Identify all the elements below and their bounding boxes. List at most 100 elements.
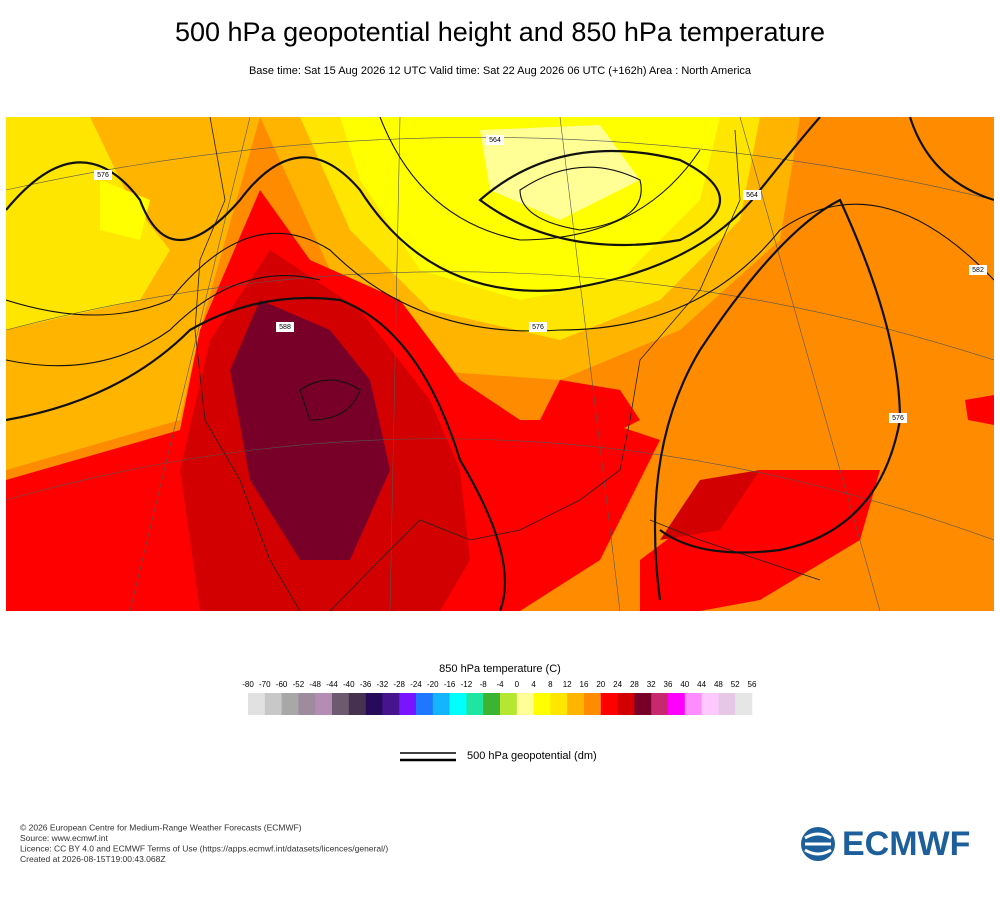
- contour-label-box: [743, 190, 761, 200]
- colorbar-box: [449, 693, 467, 715]
- contour-label: 576: [892, 415, 904, 422]
- colorbar-tick-label: -32: [377, 680, 389, 689]
- colorbar-box: [365, 693, 383, 715]
- contour-legend-label: 500 hPa geopotential (dm): [467, 750, 597, 762]
- colorbar-box: [617, 693, 635, 715]
- colorbar-box: [466, 693, 484, 715]
- map: 576 564 588 576 564 582 576: [6, 117, 994, 611]
- colorbar-box: [500, 693, 518, 715]
- colorbar-box: [668, 693, 686, 715]
- colorbar-box: [718, 693, 736, 715]
- colorbar-tick-label: 0: [515, 680, 520, 689]
- colorbar-tick-label: 44: [697, 680, 706, 689]
- logo: ECMWF: [801, 825, 970, 863]
- colorbar-box: [684, 693, 702, 715]
- colorbar-tick-label: -24: [410, 680, 422, 689]
- contour-label-box: [889, 413, 907, 423]
- colorbar-box: [416, 693, 434, 715]
- colorbar-tick-label: -28: [393, 680, 405, 689]
- colorbar-tick-label: 52: [731, 680, 740, 689]
- subtitle: Base time: Sat 15 Aug 2026 12 UTC Valid …: [249, 65, 752, 77]
- colorbar-tick-label: -4: [496, 680, 504, 689]
- colorbar-tick-label: -40: [343, 680, 355, 689]
- footer: © 2026 European Centre for Medium-Range …: [20, 822, 388, 864]
- colorbar-tick-label: -70: [259, 680, 271, 689]
- colorbar-box: [651, 693, 669, 715]
- contour-label: 582: [972, 267, 984, 274]
- coastline: [194, 117, 821, 611]
- colorbar-box: [483, 693, 501, 715]
- colorbar-tick-label: 48: [714, 680, 723, 689]
- colorbar-box: [516, 693, 534, 715]
- colorbar: -80 -70 -60 -52 -48 -44 -40 -36 -32 -28 -24 -20 -16-…: [242, 680, 757, 715]
- contour-label-box: [969, 265, 987, 275]
- colorbar-tick-label: -44: [326, 680, 338, 689]
- colorbar-box: [315, 693, 333, 715]
- colorbar-tick-label: 4: [531, 680, 536, 689]
- colorbar-tick-label: 40: [680, 680, 689, 689]
- colorbar-box: [600, 693, 618, 715]
- colorbar-box: [567, 693, 585, 715]
- colorbar-box: [735, 693, 753, 715]
- colorbar-tick-label: -48: [309, 680, 321, 689]
- colorbar-title: 850 hPa temperature (C): [439, 663, 561, 675]
- temp-area: [6, 117, 170, 330]
- colorbar-tick-label: 20: [596, 680, 605, 689]
- footer-line: Created at 2026-08-15T19:00:43.068Z: [20, 854, 166, 864]
- colorbar-box: [348, 693, 366, 715]
- temp-area: [640, 470, 880, 611]
- colorbar-tick-label: -16: [444, 680, 456, 689]
- temp-area: [660, 470, 760, 540]
- colorbar-box: [634, 693, 652, 715]
- temp-area: [480, 125, 640, 220]
- colorbar-tick-label: 56: [748, 680, 757, 689]
- contour-label-box: [529, 322, 547, 332]
- colorbar-tick-label: 28: [630, 680, 639, 689]
- colorbar-box: [399, 693, 417, 715]
- colorbar-box: [584, 693, 602, 715]
- colorbar-tick-label: 12: [563, 680, 572, 689]
- colorbar-tick-label: -8: [480, 680, 488, 689]
- temp-area: [230, 300, 390, 560]
- colorbar-box: [701, 693, 719, 715]
- logo-icon: [804, 832, 832, 856]
- colorbar-tick-label: -60: [276, 680, 288, 689]
- colorbar-tick-label: -12: [461, 680, 473, 689]
- title: 500 hPa geopotential height and 850 hPa …: [175, 17, 825, 47]
- contour-label-box: [94, 170, 112, 180]
- contour-label-box: [486, 135, 504, 145]
- footer-line: Licence: CC BY 4.0 and ECMWF Terms of Us…: [20, 843, 388, 853]
- contour-label: 576: [97, 172, 109, 179]
- contour-label: 564: [489, 137, 501, 144]
- colorbar-box: [248, 693, 266, 715]
- colorbar-tick-label: 36: [664, 680, 673, 689]
- colorbar-tick-label: 16: [580, 680, 589, 689]
- geopotential-contours: [6, 117, 994, 611]
- colorbar-box: [382, 693, 400, 715]
- colorbar-box: [533, 693, 551, 715]
- colorbar-tick-label: 32: [647, 680, 656, 689]
- colorbar-box: [550, 693, 568, 715]
- colorbar-box: [432, 693, 450, 715]
- logo-text: ECMWF: [842, 825, 970, 863]
- contour-label: 564: [746, 192, 758, 199]
- contour-label: 576: [532, 324, 544, 331]
- temp-area: [540, 380, 640, 440]
- colorbar-box: [264, 693, 282, 715]
- colorbar-tick-label: -80: [242, 680, 254, 689]
- graticule: [6, 117, 994, 611]
- colorbar-box: [281, 693, 299, 715]
- contour-label-box: [276, 322, 294, 332]
- contour-labels: 576 564 588 576 564 582 576: [94, 135, 987, 423]
- temp-area: [965, 395, 994, 425]
- colorbar-box: [332, 693, 350, 715]
- colorbar-tick-label: 24: [613, 680, 622, 689]
- colorbar-tick-label: -20: [427, 680, 439, 689]
- footer-line: Source: www.ecmwf.int: [20, 833, 108, 843]
- colorbar-tick-label: -52: [293, 680, 305, 689]
- contour-label: 588: [279, 324, 291, 331]
- colorbar-tick-label: 8: [548, 680, 553, 689]
- colorbar-tick-label: -36: [360, 680, 372, 689]
